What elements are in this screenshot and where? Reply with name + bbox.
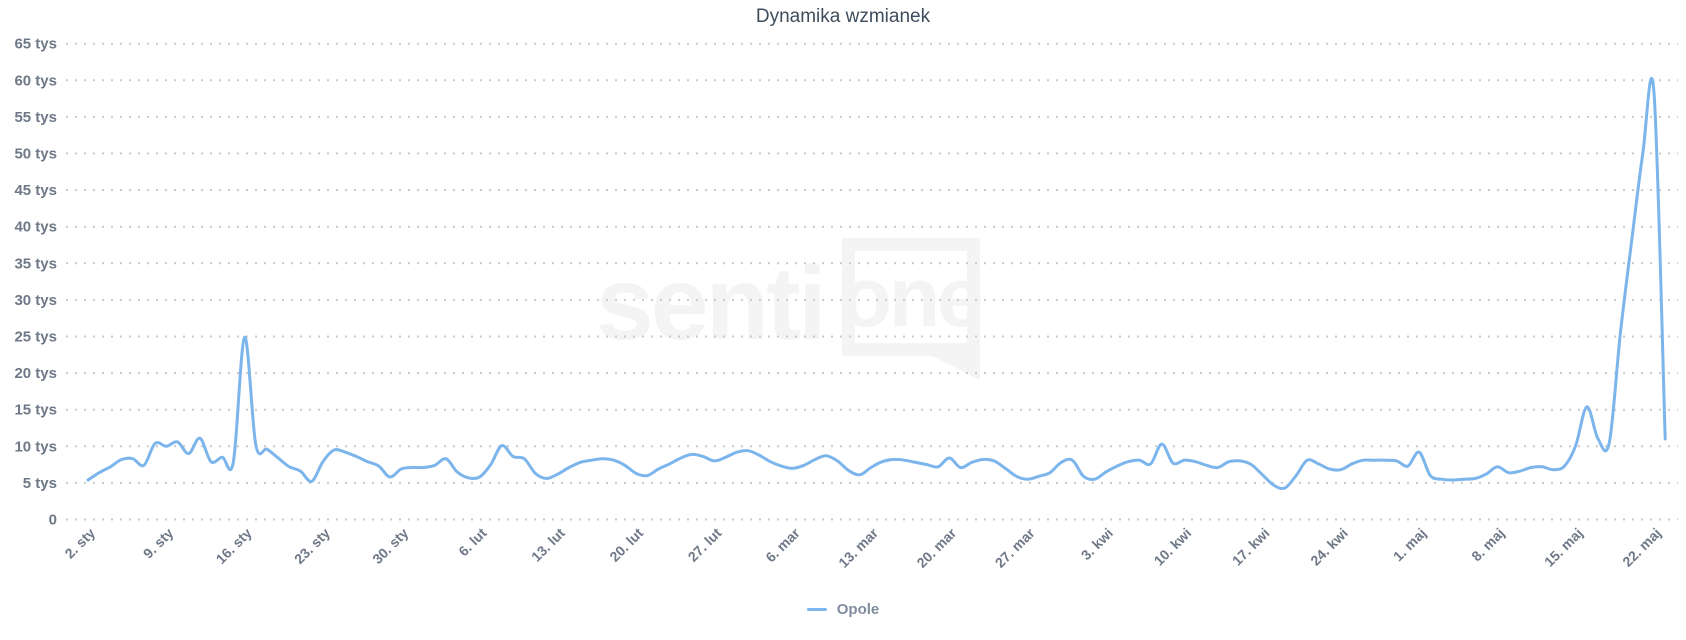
x-tick-label: 3. kwi [1078,525,1116,563]
x-tick-label: 24. kwi [1307,525,1351,569]
x-tick-label: 13. lut [528,525,568,565]
x-tick-label: 2. sty [61,525,98,562]
x-tick-label: 23. sty [291,525,333,567]
watermark-one-text: one [840,249,984,344]
y-tick-label: 5 tys [23,475,57,492]
x-tick-label: 16. sty [213,525,255,567]
y-tick-label: 20 tys [14,365,57,382]
x-tick-label: 22. maj [1619,525,1664,570]
x-tick-label: 15. maj [1541,525,1586,570]
y-tick-label: 30 tys [14,292,57,309]
y-tick-label: 40 tys [14,219,57,236]
y-grid [66,42,1678,521]
x-tick-label: 10. kwi [1151,525,1195,569]
watermark-bubble-tail-icon [931,356,980,380]
y-tick-label: 35 tys [14,255,57,272]
x-tick-label: 6. lut [455,525,490,560]
x-tick-label: 6. mar [762,524,803,565]
y-tick-label: 10 tys [14,438,57,455]
watermark-senti-text: senti [596,246,827,362]
y-tick-label: 55 tys [14,109,57,126]
x-tick-label: 27. lut [685,525,725,565]
y-tick-label: 45 tys [14,182,57,199]
x-tick-label: 20. mar [913,524,959,570]
watermark-speech-bubble: one [840,238,984,380]
x-axis-labels: 2. sty 9. sty 16. sty 23. sty 30. sty 6. lut 1… [61,524,1664,570]
legend: Opole [0,601,1686,618]
y-tick-label: 0 [49,512,57,529]
y-tick-label: 50 tys [14,146,57,163]
y-tick-label: 60 tys [14,72,57,89]
legend-item-opole[interactable]: Opole [806,601,880,618]
y-axis-labels: 0 5 tys 10 tys 15 tys 20 tys 25 tys 30 tys 35 t… [14,36,57,529]
legend-line-marker-icon [806,608,827,611]
x-tick-label: 30. sty [369,525,411,567]
x-tick-label: 1. maj [1390,525,1429,564]
x-tick-label: 17. kwi [1229,525,1273,569]
y-tick-label: 25 tys [14,329,57,346]
x-tick-label: 27. mar [992,524,1038,570]
watermark: senti one [596,236,984,380]
y-tick-label: 15 tys [14,402,57,419]
y-tick-label: 65 tys [14,36,57,53]
chart-title: Dynamika wzmianek [755,6,931,27]
series-line-opole[interactable] [86,76,1667,491]
x-tick-label: 9. sty [140,525,177,562]
legend-label: Opole [836,601,880,618]
x-tick-label: 8. maj [1468,525,1507,564]
x-tick-label: 20. lut [606,525,646,565]
x-tick-label: 13. mar [835,524,881,570]
